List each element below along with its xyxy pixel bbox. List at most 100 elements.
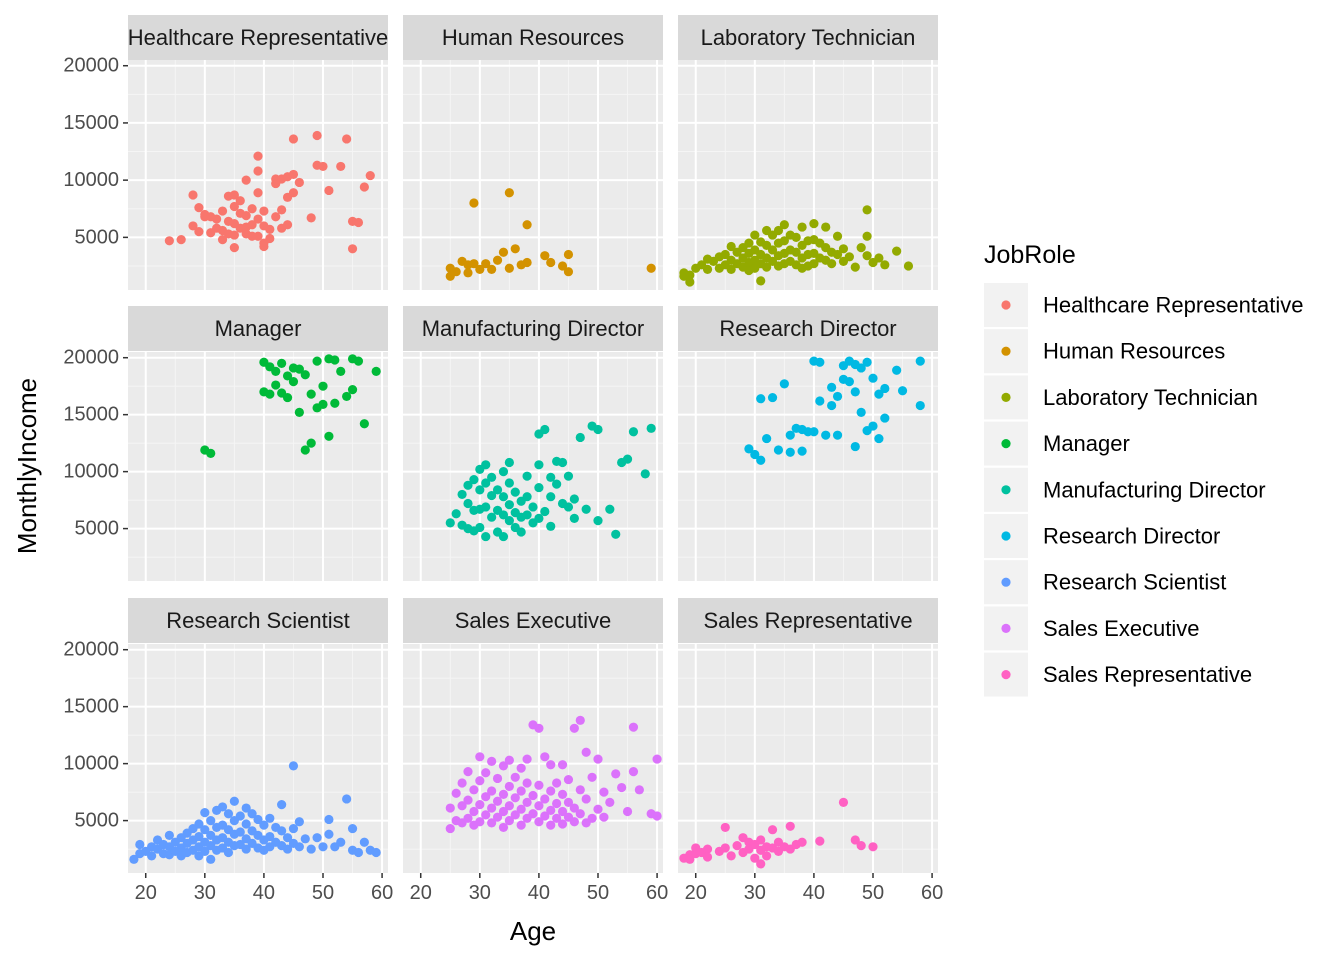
facet-panels: Healthcare Representative Human Resources…: [128, 15, 938, 873]
data-point: [510, 772, 520, 782]
data-point: [300, 445, 310, 455]
data-point: [593, 516, 603, 526]
legend-label: Manufacturing Director: [1043, 477, 1266, 502]
data-point: [575, 809, 585, 819]
y-tick-label: 5000: [75, 518, 120, 540]
data-point: [522, 797, 532, 807]
data-point: [516, 786, 526, 796]
data-point: [294, 364, 304, 374]
panel-background: [678, 644, 938, 873]
data-point: [791, 232, 801, 242]
data-point: [253, 214, 263, 224]
data-point: [353, 217, 364, 228]
data-point: [646, 423, 656, 433]
data-point: [206, 815, 216, 826]
data-point: [581, 794, 591, 804]
panel-background: [403, 644, 663, 873]
legend-label: Laboratory Technician: [1043, 385, 1258, 410]
y-tick-label: 5000: [75, 226, 120, 248]
data-point: [874, 253, 884, 263]
x-tick-label: 30: [469, 882, 491, 904]
facet-strip: [403, 15, 663, 60]
data-point: [342, 794, 352, 804]
data-point: [593, 424, 603, 435]
data-point: [318, 381, 328, 391]
data-point: [903, 261, 914, 271]
data-point: [294, 407, 304, 417]
data-point: [809, 259, 819, 269]
data-point: [147, 851, 157, 861]
data-point: [330, 398, 340, 408]
data-point: [821, 222, 831, 232]
data-point: [611, 529, 621, 539]
data-point: [288, 169, 299, 180]
data-point: [832, 430, 843, 440]
data-point: [534, 482, 544, 493]
data-point: [241, 844, 251, 854]
data-point: [628, 427, 639, 437]
data-point: [253, 814, 263, 825]
facet-strip: [128, 598, 388, 643]
data-point: [575, 432, 585, 443]
legend-label: Healthcare Representative: [1043, 293, 1303, 318]
data-point: [546, 760, 556, 770]
data-point: [463, 480, 473, 490]
data-point: [498, 761, 509, 771]
data-point: [557, 261, 568, 271]
data-point: [504, 478, 514, 488]
data-point: [487, 472, 497, 482]
data-point: [504, 801, 514, 811]
data-point: [457, 778, 467, 788]
data-point: [540, 251, 550, 261]
data-point: [306, 438, 316, 448]
data-point: [797, 837, 807, 847]
data-point: [324, 829, 334, 839]
data-point: [546, 472, 556, 482]
data-point: [726, 241, 736, 252]
data-point: [469, 785, 479, 795]
data-point: [463, 813, 473, 823]
data-point: [809, 219, 819, 229]
data-point: [504, 457, 514, 468]
data-point: [815, 357, 825, 367]
legend-label: Sales Representative: [1043, 662, 1252, 687]
data-point: [288, 823, 299, 834]
x-tick-label: 50: [862, 882, 884, 904]
data-point: [557, 819, 568, 829]
facet-strip-label: Human Resources: [442, 25, 624, 50]
data-point: [492, 255, 503, 265]
data-point: [862, 231, 872, 241]
data-point: [897, 386, 908, 396]
legend: JobRole Healthcare Representative Human R…: [984, 241, 1303, 697]
data-point: [785, 447, 795, 457]
data-point: [628, 767, 639, 777]
facet-strip-label: Laboratory Technician: [701, 25, 916, 50]
data-point: [522, 778, 532, 788]
legend-swatch: [1001, 300, 1011, 310]
data-point: [253, 231, 263, 241]
data-point: [445, 803, 455, 813]
data-point: [353, 356, 364, 366]
data-point: [265, 224, 275, 234]
legend-item: Manager: [984, 421, 1130, 466]
data-point: [235, 196, 245, 206]
y-tick-label: 20000: [63, 55, 119, 77]
data-point: [492, 812, 503, 822]
facet-strip-label: Sales Representative: [703, 608, 912, 633]
data-point: [685, 277, 695, 287]
data-point: [504, 263, 514, 273]
data-point: [229, 230, 239, 240]
data-point: [347, 244, 358, 254]
data-point: [259, 820, 269, 830]
facet-strip: [678, 598, 938, 643]
data-point: [235, 827, 245, 837]
data-point: [451, 788, 461, 798]
facet-strip-label: Manager: [215, 316, 302, 341]
data-point: [294, 177, 304, 188]
data-point: [516, 763, 526, 773]
data-point: [756, 835, 766, 845]
data-point: [492, 796, 503, 806]
data-point: [200, 846, 210, 856]
data-point: [552, 813, 562, 823]
data-point: [809, 427, 819, 437]
